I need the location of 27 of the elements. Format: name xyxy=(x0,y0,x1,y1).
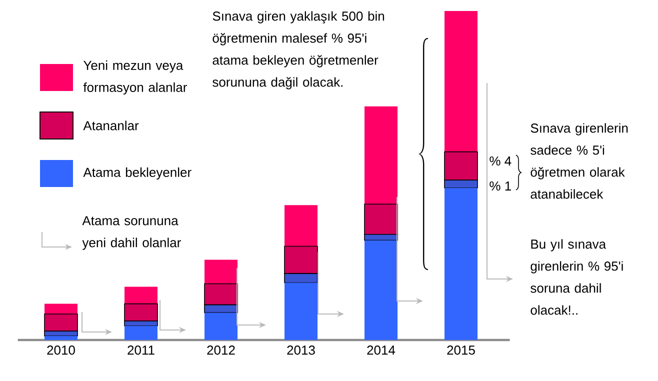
x-tick-label: 2011 xyxy=(128,346,154,355)
x-tick-label: 2013 xyxy=(287,346,315,355)
text: Sınava girenlerin sadece % 5'i öğretmen olarak atanabilecek xyxy=(530,123,628,199)
annotation: Sınava giren yaklaşık 500 bin öğretmenin malesef % 95'i atama bekleyen öğretmenler sorununa dağil olacak. xyxy=(212,11,384,90)
bar xyxy=(364,240,398,340)
bar xyxy=(44,336,78,340)
bar xyxy=(284,282,318,340)
text: Bu yıl sınava girenlerin % 95'i soruna dahil olacak!.. xyxy=(530,239,623,315)
x-tick-label: 2012 xyxy=(207,346,235,355)
legend-label: Atama bekleyenler xyxy=(83,167,192,180)
bar xyxy=(284,205,318,246)
annotation: Atama sorununa yeni dahil olanlar xyxy=(82,216,181,250)
bar xyxy=(444,11,478,152)
x-tick-label: 2014 xyxy=(367,346,396,355)
bar xyxy=(124,286,158,304)
legend-label: Atananlar xyxy=(83,120,139,130)
x-tick-label: 2010 xyxy=(47,346,75,355)
annotation: % 1 xyxy=(490,181,511,191)
bar xyxy=(364,106,398,204)
x-tick-label: 2015 xyxy=(447,346,475,355)
bar xyxy=(204,312,238,340)
bar xyxy=(204,260,238,284)
bar xyxy=(124,326,158,340)
bar xyxy=(444,188,478,340)
bar xyxy=(44,304,78,314)
annotation: % 4 xyxy=(490,156,512,166)
legend-label: Yeni mezun veya formasyon alanlar xyxy=(83,60,188,95)
